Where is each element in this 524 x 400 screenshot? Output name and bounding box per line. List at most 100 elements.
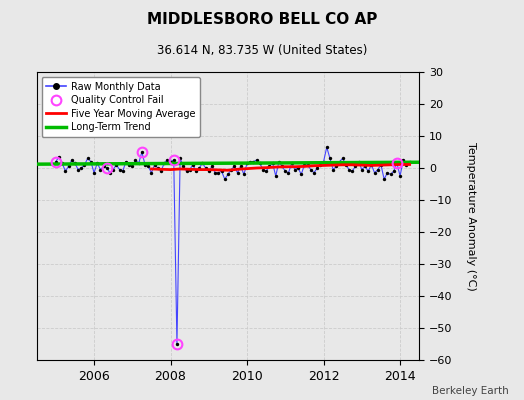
Point — [198, 160, 206, 166]
Point — [189, 162, 197, 168]
Point — [354, 158, 363, 165]
Point — [253, 157, 261, 163]
Point — [80, 162, 89, 168]
Point — [195, 165, 203, 171]
Point — [268, 160, 277, 166]
Point — [115, 166, 124, 173]
Point — [332, 163, 341, 170]
Point — [243, 160, 251, 166]
Point — [109, 166, 117, 173]
Point — [170, 157, 178, 163]
Point — [233, 170, 242, 176]
Point — [307, 166, 315, 173]
Point — [224, 171, 232, 178]
Point — [71, 160, 79, 166]
Point — [208, 163, 216, 170]
Point — [402, 162, 411, 168]
Point — [77, 165, 85, 171]
Point — [329, 166, 337, 173]
Point — [285, 170, 293, 176]
Point — [406, 158, 414, 165]
Point — [342, 162, 350, 168]
Point — [138, 149, 146, 155]
Point — [313, 165, 321, 171]
Point — [157, 168, 165, 174]
Point — [281, 168, 289, 174]
Point — [61, 168, 70, 174]
Point — [125, 162, 133, 168]
Point — [297, 171, 305, 178]
Point — [160, 160, 168, 166]
Point — [211, 170, 220, 176]
Point — [392, 160, 401, 166]
Point — [204, 168, 213, 174]
Point — [141, 162, 149, 168]
Point — [291, 166, 299, 173]
Point — [179, 163, 188, 170]
Point — [262, 168, 270, 174]
Point — [339, 155, 347, 162]
Point — [396, 173, 404, 179]
Point — [166, 158, 174, 165]
Point — [288, 160, 296, 166]
Point — [86, 158, 95, 165]
Point — [239, 171, 248, 178]
Point — [192, 168, 200, 174]
Point — [271, 173, 280, 179]
Point — [182, 168, 191, 174]
Y-axis label: Temperature Anomaly (°C): Temperature Anomaly (°C) — [466, 142, 476, 290]
Point — [154, 165, 162, 171]
Point — [128, 163, 136, 170]
Point — [300, 162, 309, 168]
Point — [323, 144, 331, 150]
Point — [230, 163, 238, 170]
Point — [357, 166, 366, 173]
Point — [163, 157, 171, 163]
Point — [132, 157, 140, 163]
Point — [326, 155, 334, 162]
Point — [144, 163, 152, 170]
Point — [51, 158, 60, 165]
Point — [303, 162, 312, 168]
Point — [319, 158, 328, 165]
Point — [173, 341, 181, 347]
Point — [259, 166, 267, 173]
Text: 36.614 N, 83.735 W (United States): 36.614 N, 83.735 W (United States) — [157, 44, 367, 57]
Point — [68, 157, 76, 163]
Point — [227, 166, 235, 173]
Point — [364, 168, 373, 174]
Point — [278, 163, 286, 170]
Point — [58, 160, 67, 166]
Point — [55, 154, 63, 160]
Point — [275, 158, 283, 165]
Point — [374, 166, 382, 173]
Point — [367, 162, 376, 168]
Point — [351, 163, 359, 170]
Point — [83, 155, 92, 162]
Point — [112, 162, 121, 168]
Point — [221, 176, 229, 182]
Point — [217, 168, 226, 174]
Point — [310, 170, 318, 176]
Text: MIDDLESBORO BELL CO AP: MIDDLESBORO BELL CO AP — [147, 12, 377, 27]
Point — [185, 166, 194, 173]
Text: Berkeley Earth: Berkeley Earth — [432, 386, 508, 396]
Point — [348, 168, 356, 174]
Point — [386, 171, 395, 178]
Point — [176, 155, 184, 162]
Point — [370, 170, 379, 176]
Point — [294, 165, 302, 171]
Point — [256, 160, 264, 166]
Point — [377, 162, 385, 168]
Point — [100, 163, 108, 170]
Point — [249, 158, 258, 165]
Point — [246, 158, 255, 165]
Point — [236, 163, 245, 170]
Point — [64, 163, 73, 170]
Point — [122, 158, 130, 165]
Point — [74, 166, 82, 173]
Point — [93, 160, 102, 166]
Point — [335, 158, 344, 165]
Legend: Raw Monthly Data, Quality Control Fail, Five Year Moving Average, Long-Term Tren: Raw Monthly Data, Quality Control Fail, … — [41, 77, 200, 137]
Point — [150, 162, 159, 168]
